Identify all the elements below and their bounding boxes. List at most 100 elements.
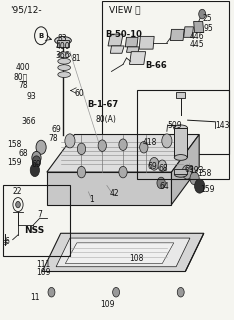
Ellipse shape bbox=[55, 36, 71, 44]
Circle shape bbox=[65, 134, 75, 148]
Text: 446: 446 bbox=[190, 32, 205, 41]
Text: B-66: B-66 bbox=[145, 60, 167, 69]
Circle shape bbox=[162, 134, 172, 148]
Circle shape bbox=[32, 156, 41, 167]
Text: 7: 7 bbox=[38, 210, 43, 219]
Text: 159: 159 bbox=[200, 185, 215, 194]
Circle shape bbox=[140, 141, 148, 153]
Polygon shape bbox=[108, 34, 123, 46]
Ellipse shape bbox=[58, 65, 70, 70]
Text: 69: 69 bbox=[32, 160, 42, 169]
Bar bbox=[174, 127, 187, 157]
Text: 68: 68 bbox=[18, 149, 28, 158]
Text: 366: 366 bbox=[55, 51, 69, 60]
Text: 418: 418 bbox=[143, 138, 157, 147]
Bar bbox=[176, 92, 185, 98]
Ellipse shape bbox=[58, 52, 70, 58]
Circle shape bbox=[32, 151, 41, 164]
Text: 80Ⓑ: 80Ⓑ bbox=[13, 72, 28, 81]
Text: 22: 22 bbox=[12, 187, 22, 196]
Polygon shape bbox=[139, 36, 154, 49]
Circle shape bbox=[150, 157, 159, 170]
Circle shape bbox=[199, 9, 206, 19]
Ellipse shape bbox=[58, 58, 70, 64]
Text: NSS: NSS bbox=[24, 226, 44, 235]
Circle shape bbox=[119, 139, 127, 150]
Text: 78: 78 bbox=[18, 81, 28, 90]
Polygon shape bbox=[129, 52, 146, 64]
Text: 60: 60 bbox=[74, 89, 84, 98]
Text: 11: 11 bbox=[31, 292, 40, 301]
Polygon shape bbox=[56, 238, 190, 267]
Ellipse shape bbox=[58, 72, 70, 77]
Text: 109: 109 bbox=[100, 300, 114, 309]
Circle shape bbox=[77, 143, 86, 155]
Polygon shape bbox=[172, 134, 199, 204]
Text: B: B bbox=[38, 33, 44, 39]
Bar bbox=[137, 90, 229, 179]
Text: 78: 78 bbox=[48, 134, 58, 143]
Text: VIEW Ⓑ: VIEW Ⓑ bbox=[109, 5, 141, 14]
Bar bbox=[102, 1, 229, 154]
Text: B-1-67: B-1-67 bbox=[87, 100, 118, 109]
Text: 108: 108 bbox=[129, 254, 143, 263]
Bar bbox=[3, 186, 70, 256]
Text: 81: 81 bbox=[71, 54, 80, 63]
Circle shape bbox=[190, 172, 199, 185]
Text: 109: 109 bbox=[37, 268, 51, 277]
Bar bbox=[57, 40, 69, 47]
Ellipse shape bbox=[174, 125, 188, 131]
Ellipse shape bbox=[174, 155, 187, 160]
Polygon shape bbox=[127, 47, 139, 52]
Circle shape bbox=[119, 166, 127, 178]
Text: 69: 69 bbox=[51, 124, 61, 133]
Text: 95: 95 bbox=[203, 24, 213, 33]
Text: 111: 111 bbox=[37, 260, 51, 269]
Circle shape bbox=[77, 166, 86, 178]
Text: 445: 445 bbox=[190, 40, 205, 49]
Polygon shape bbox=[194, 21, 204, 33]
Text: 509: 509 bbox=[167, 121, 182, 131]
Text: 42: 42 bbox=[109, 189, 119, 198]
Text: 64: 64 bbox=[160, 182, 170, 191]
Circle shape bbox=[30, 164, 40, 177]
Text: 69: 69 bbox=[184, 165, 194, 174]
Text: 80(A): 80(A) bbox=[95, 115, 116, 124]
Text: 400: 400 bbox=[56, 42, 71, 51]
Text: 6: 6 bbox=[4, 237, 9, 246]
Polygon shape bbox=[185, 233, 204, 271]
Text: 25: 25 bbox=[203, 14, 212, 23]
Text: B-50-10: B-50-10 bbox=[106, 30, 143, 39]
Polygon shape bbox=[125, 37, 138, 47]
Circle shape bbox=[177, 287, 184, 297]
Text: '95/12-: '95/12- bbox=[10, 6, 42, 15]
Polygon shape bbox=[42, 233, 204, 271]
Bar bbox=[175, 169, 187, 174]
Circle shape bbox=[182, 165, 192, 179]
Text: 158: 158 bbox=[8, 140, 22, 149]
Polygon shape bbox=[110, 46, 124, 53]
Circle shape bbox=[158, 160, 166, 172]
Circle shape bbox=[98, 140, 106, 151]
Text: 159: 159 bbox=[8, 158, 22, 167]
Text: 400: 400 bbox=[16, 63, 30, 72]
Text: 68: 68 bbox=[158, 164, 168, 173]
Polygon shape bbox=[47, 134, 199, 172]
Text: 93: 93 bbox=[26, 92, 36, 101]
Polygon shape bbox=[65, 243, 174, 264]
Ellipse shape bbox=[174, 172, 187, 177]
Text: 83: 83 bbox=[57, 34, 67, 43]
Circle shape bbox=[36, 140, 46, 154]
Circle shape bbox=[157, 177, 165, 189]
Text: 193: 193 bbox=[189, 166, 203, 175]
Text: 143: 143 bbox=[215, 121, 230, 131]
Text: 69: 69 bbox=[147, 162, 157, 171]
Circle shape bbox=[16, 201, 20, 208]
Text: 1: 1 bbox=[89, 195, 94, 204]
Polygon shape bbox=[47, 172, 172, 204]
Circle shape bbox=[113, 287, 120, 297]
Text: 366: 366 bbox=[22, 116, 36, 126]
Polygon shape bbox=[184, 27, 194, 37]
Text: 158: 158 bbox=[197, 169, 211, 178]
Circle shape bbox=[195, 179, 205, 193]
